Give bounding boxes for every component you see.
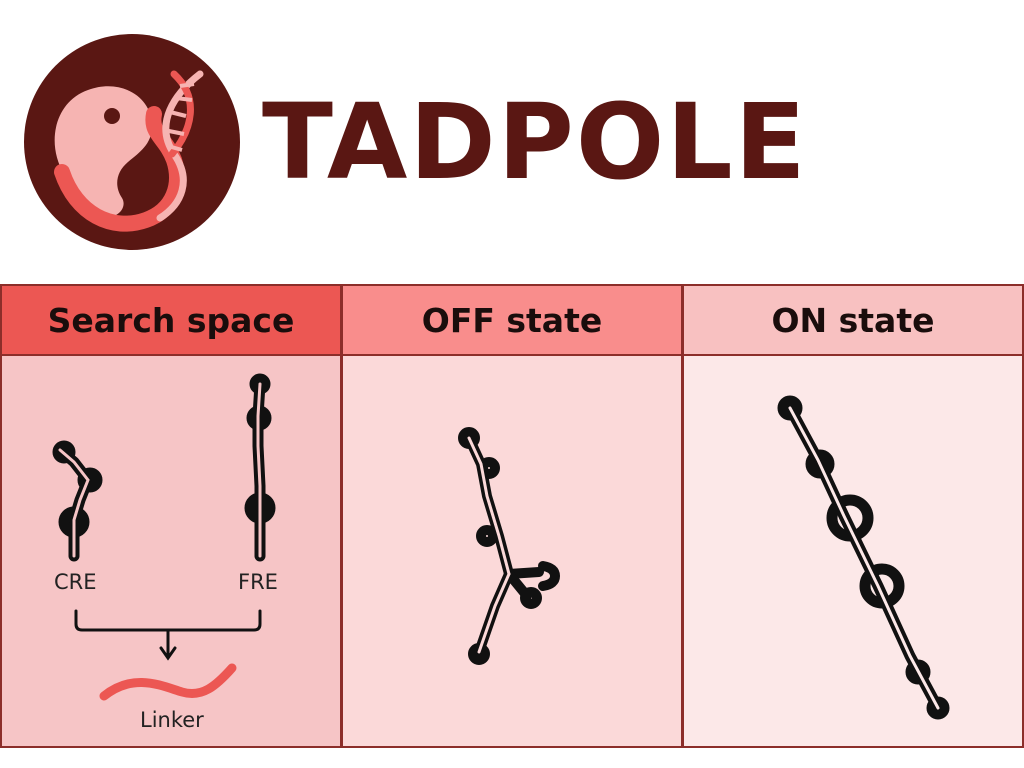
panel-body-search-space: CRE FRE Linker: [0, 356, 342, 748]
panel-body-on-state: [682, 356, 1024, 748]
tadpole-logo: [24, 34, 240, 250]
panel-search-space: Search space: [0, 284, 342, 748]
panel-off-state: OFF state: [341, 284, 683, 748]
linker-label: Linker: [140, 708, 204, 732]
cre-structure-icon: [52, 440, 103, 562]
app-title: TADPOLE: [262, 81, 808, 203]
panels-container: Search space: [0, 284, 1024, 748]
linker-icon: [99, 663, 237, 701]
panel-on-state: ON state: [682, 284, 1024, 748]
fre-label: FRE: [238, 570, 278, 594]
cre-label: CRE: [54, 570, 97, 594]
panel-header-on-state: ON state: [682, 284, 1024, 356]
panel-body-off-state: [341, 356, 683, 748]
cre-structure-inner: [58, 448, 90, 558]
panel-header-off-state: OFF state: [341, 284, 683, 356]
panel-header-search-space: Search space: [0, 284, 342, 356]
off-state-structure-icon: [458, 427, 560, 665]
merge-bracket-icon: [74, 609, 262, 661]
